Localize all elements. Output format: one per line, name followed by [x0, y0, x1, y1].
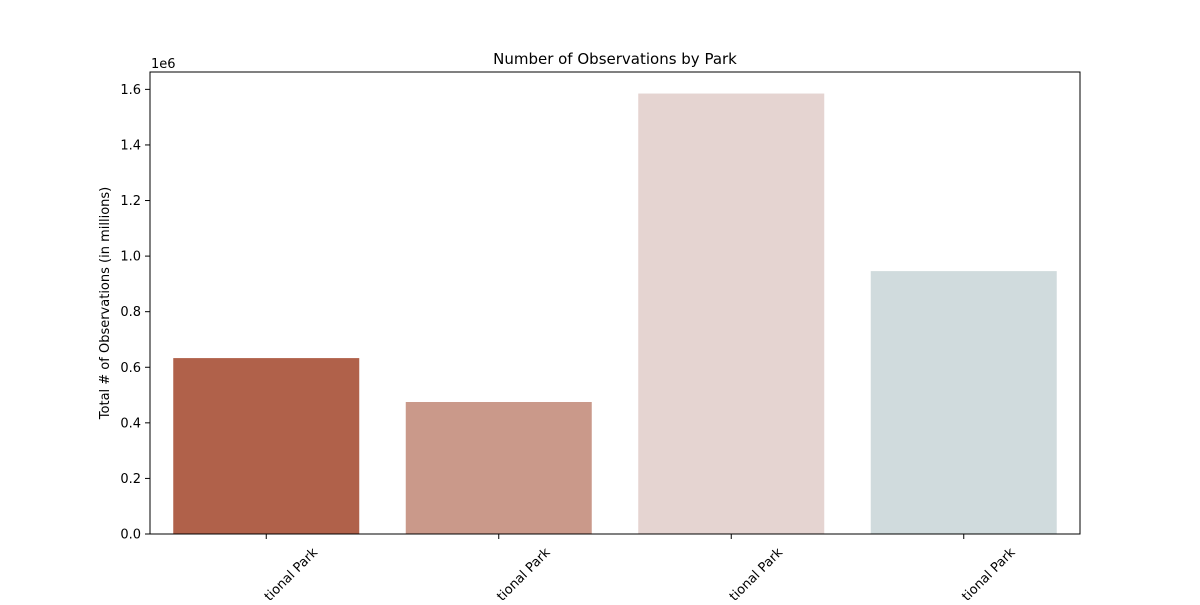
y-tick-label: 0.6 [120, 361, 141, 376]
y-tick-label: 0.4 [120, 416, 141, 431]
chart-title: Number of Observations by Park [493, 50, 737, 68]
x-axis: tional Park tional Park tional Park tional … [262, 534, 1019, 604]
y-tick-label: 1.2 [120, 194, 141, 209]
y-tick-label: 0.2 [120, 472, 141, 487]
x-tick-label: tional Park [494, 545, 554, 600]
bar [638, 93, 825, 535]
y-tick-label: 0.8 [120, 305, 141, 320]
x-tick-label: tional Park [262, 545, 322, 600]
y-tick-label: 1.6 [120, 83, 141, 98]
bar [870, 271, 1057, 534]
y-tick-label: 1.0 [120, 250, 141, 265]
x-tick-label: tional Park [727, 545, 787, 600]
plot-frame [149, 71, 1081, 535]
y-axis: 0.0 0.2 0.4 0.6 0.8 1.0 1.2 1.4 1.6 [120, 83, 150, 543]
y-axis-offset-text: 1e6 [151, 57, 176, 72]
bars-layer [173, 93, 1057, 535]
bar [405, 402, 592, 534]
y-axis-label: Total # of Observations (in millions) [98, 187, 113, 420]
bar [173, 358, 360, 534]
y-tick-label: 1.4 [120, 138, 141, 153]
x-tick-label: tional Park [959, 545, 1019, 600]
y-tick-label: 0.0 [120, 528, 141, 543]
